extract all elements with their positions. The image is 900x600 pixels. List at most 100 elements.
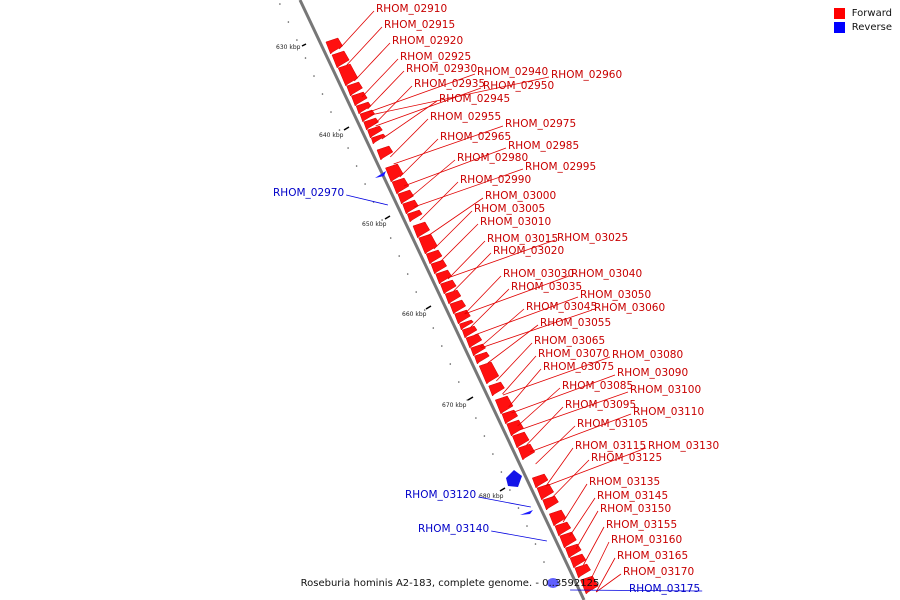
gene-label[interactable]: RHOM_03015 xyxy=(487,233,558,245)
forward-gene-arrow[interactable] xyxy=(470,343,486,357)
forward-gene-arrow[interactable] xyxy=(494,395,514,415)
forward-gene-arrow[interactable] xyxy=(478,361,500,385)
gene-label[interactable]: RHOM_03125 xyxy=(591,452,662,464)
gene-label[interactable]: RHOM_03030 xyxy=(503,268,574,280)
gene-label-reverse[interactable]: RHOM_03175 xyxy=(629,583,700,595)
forward-gene-arrow[interactable] xyxy=(444,289,462,305)
gene-label[interactable]: RHOM_02980 xyxy=(457,152,528,164)
gene-label[interactable]: RHOM_02950 xyxy=(483,80,554,92)
forward-gene-arrow[interactable] xyxy=(406,209,423,223)
forward-gene-arrow[interactable] xyxy=(346,81,363,97)
gene-label[interactable]: RHOM_03035 xyxy=(511,281,582,293)
reverse-gene-arrow[interactable] xyxy=(506,470,522,487)
gene-label[interactable]: RHOM_03135 xyxy=(589,476,660,488)
gene-label[interactable]: RHOM_03045 xyxy=(526,301,597,313)
gene-label[interactable]: RHOM_03115 xyxy=(575,440,646,452)
forward-gene-arrow[interactable] xyxy=(501,409,519,425)
gene-label[interactable]: RHOM_03010 xyxy=(480,216,551,228)
forward-gene-arrow[interactable] xyxy=(385,163,404,183)
gene-label[interactable]: RHOM_02990 xyxy=(460,174,531,186)
forward-gene-arrow[interactable] xyxy=(517,443,536,461)
gene-label[interactable]: RHOM_03095 xyxy=(565,399,636,411)
gene-label[interactable]: RHOM_03155 xyxy=(606,519,677,531)
gene-label-reverse[interactable]: RHOM_03120 xyxy=(405,489,476,501)
gene-label[interactable]: RHOM_03040 xyxy=(571,268,642,280)
forward-gene-arrow[interactable] xyxy=(325,37,343,55)
gene-label[interactable]: RHOM_03170 xyxy=(623,566,694,578)
gene-label[interactable]: RHOM_03085 xyxy=(562,380,633,392)
forward-gene-arrow[interactable] xyxy=(531,473,549,489)
gene-label[interactable]: RHOM_02920 xyxy=(392,35,463,47)
gene-label[interactable]: RHOM_02995 xyxy=(525,161,596,173)
gene-label[interactable]: RHOM_03110 xyxy=(633,406,704,418)
forward-gene-arrow[interactable] xyxy=(435,269,452,285)
forward-gene-arrow[interactable] xyxy=(574,563,591,579)
forward-gene-arrow[interactable] xyxy=(418,233,438,255)
gene-label[interactable]: RHOM_03070 xyxy=(538,348,609,360)
forward-gene-arrow[interactable] xyxy=(488,381,505,397)
gene-label[interactable]: RHOM_02965 xyxy=(440,131,511,143)
reverse-gene-arrow[interactable] xyxy=(547,578,559,588)
gene-label[interactable]: RHOM_03000 xyxy=(485,190,556,202)
gene-label[interactable]: RHOM_03130 xyxy=(648,440,719,452)
forward-gene-arrow[interactable] xyxy=(402,199,419,215)
gene-label[interactable]: RHOM_02975 xyxy=(505,118,576,130)
forward-gene-arrow[interactable] xyxy=(512,431,530,449)
gene-label[interactable]: RHOM_03055 xyxy=(540,317,611,329)
gene-label[interactable]: RHOM_03050 xyxy=(580,289,651,301)
gene-label[interactable]: RHOM_03090 xyxy=(617,367,688,379)
gene-label[interactable]: RHOM_03020 xyxy=(493,245,564,257)
gene-label-reverse[interactable]: RHOM_03140 xyxy=(418,523,489,535)
forward-gene-arrow[interactable] xyxy=(461,325,478,339)
forward-gene-arrow[interactable] xyxy=(459,319,474,331)
gene-label[interactable]: RHOM_03150 xyxy=(600,503,671,515)
gene-label[interactable]: RHOM_03005 xyxy=(474,203,545,215)
gene-label[interactable]: RHOM_02925 xyxy=(400,51,471,63)
gene-label[interactable]: RHOM_03065 xyxy=(534,335,605,347)
gene-label[interactable]: RHOM_02935 xyxy=(414,78,485,90)
forward-gene-arrow[interactable] xyxy=(554,521,572,537)
gene-label[interactable]: RHOM_02915 xyxy=(384,19,455,31)
gene-label[interactable]: RHOM_03145 xyxy=(597,490,668,502)
gene-label[interactable]: RHOM_02945 xyxy=(439,93,510,105)
gene-label[interactable]: RHOM_03160 xyxy=(611,534,682,546)
forward-gene-arrow[interactable] xyxy=(391,177,410,195)
gene-label[interactable]: RHOM_03075 xyxy=(543,361,614,373)
forward-gene-arrow[interactable] xyxy=(548,509,567,527)
forward-gene-arrow[interactable] xyxy=(412,221,431,239)
forward-gene-arrow[interactable] xyxy=(425,249,443,265)
reverse-gene-arrow[interactable] xyxy=(375,171,386,178)
forward-gene-arrow[interactable] xyxy=(355,101,372,115)
forward-gene-arrow[interactable] xyxy=(370,133,386,145)
gene-label-reverse[interactable]: RHOM_02970 xyxy=(273,187,344,199)
gene-label[interactable]: RHOM_03025 xyxy=(557,232,628,244)
gene-label[interactable]: RHOM_03080 xyxy=(612,349,683,361)
gene-label[interactable]: RHOM_02985 xyxy=(508,140,579,152)
forward-gene-arrow[interactable] xyxy=(367,125,383,139)
gene-label[interactable]: RHOM_02910 xyxy=(376,3,447,15)
gene-label[interactable]: RHOM_03165 xyxy=(617,550,688,562)
forward-gene-arrow[interactable] xyxy=(569,553,587,569)
forward-gene-arrow[interactable] xyxy=(363,117,379,131)
forward-gene-arrow[interactable] xyxy=(331,50,350,69)
forward-gene-arrow[interactable] xyxy=(542,495,559,511)
forward-gene-arrow[interactable] xyxy=(397,189,414,205)
forward-gene-arrow[interactable] xyxy=(440,279,457,295)
gene-label[interactable]: RHOM_02955 xyxy=(430,111,501,123)
reverse-gene-arrow[interactable] xyxy=(520,510,533,515)
forward-gene-arrow[interactable] xyxy=(565,543,582,559)
forward-gene-arrow[interactable] xyxy=(474,351,490,365)
forward-gene-arrow[interactable] xyxy=(580,575,599,595)
gene-label[interactable]: RHOM_03105 xyxy=(577,418,648,430)
gene-label[interactable]: RHOM_02940 xyxy=(477,66,548,78)
gene-label[interactable]: RHOM_03100 xyxy=(630,384,701,396)
gene-label[interactable]: RHOM_02930 xyxy=(406,63,477,75)
gene-label[interactable]: RHOM_03060 xyxy=(594,302,665,314)
forward-gene-arrow[interactable] xyxy=(559,531,577,549)
forward-gene-arrow[interactable] xyxy=(506,419,524,437)
forward-gene-arrow[interactable] xyxy=(449,299,467,315)
forward-gene-arrow[interactable] xyxy=(359,109,376,123)
forward-gene-arrow[interactable] xyxy=(337,63,359,87)
gene-label[interactable]: RHOM_02960 xyxy=(551,69,622,81)
forward-gene-arrow[interactable] xyxy=(376,145,394,161)
